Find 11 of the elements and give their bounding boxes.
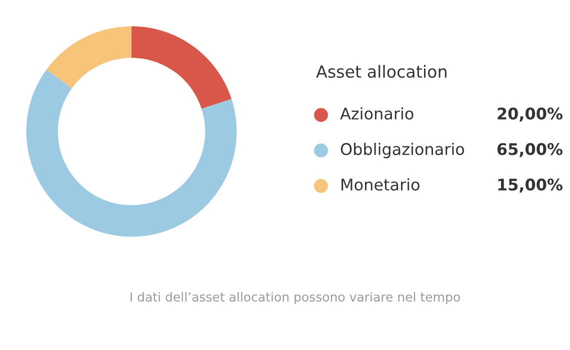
donut-slice	[46, 26, 132, 88]
donut-slice	[26, 70, 237, 237]
legend-title: Asset allocation	[316, 64, 446, 78]
legend-label: Obbligazionario	[340, 142, 464, 158]
legend-label: Azionario	[340, 107, 414, 120]
data-label: 65,00%	[497, 143, 562, 158]
text: I dati dell’asset allocation possono variare nel tempo	[130, 292, 460, 304]
data-label: 20,00%	[498, 108, 562, 122]
data-label: 15,00%	[498, 178, 562, 193]
donut-slice	[132, 26, 232, 109]
legend-label: Monetario	[342, 178, 420, 191]
